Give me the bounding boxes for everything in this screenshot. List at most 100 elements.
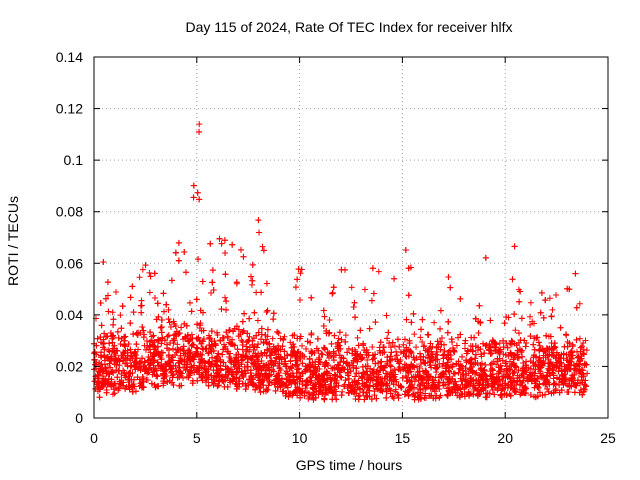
data-point bbox=[372, 360, 379, 367]
data-point bbox=[572, 382, 579, 389]
data-point bbox=[308, 331, 315, 338]
data-point bbox=[441, 341, 448, 348]
data-point bbox=[292, 354, 299, 361]
data-point bbox=[253, 366, 260, 373]
data-point bbox=[148, 337, 155, 344]
data-point bbox=[333, 388, 340, 395]
data-point bbox=[437, 325, 444, 332]
data-point bbox=[178, 357, 185, 364]
data-point bbox=[310, 386, 317, 393]
data-point bbox=[538, 289, 545, 296]
data-point bbox=[445, 354, 452, 361]
data-point bbox=[391, 275, 398, 282]
data-point bbox=[579, 343, 586, 350]
data-point bbox=[136, 274, 143, 281]
data-point bbox=[458, 378, 465, 385]
data-point bbox=[512, 363, 519, 370]
data-point bbox=[187, 349, 194, 356]
data-point bbox=[150, 356, 157, 363]
data-point bbox=[107, 364, 114, 371]
data-point bbox=[236, 383, 243, 390]
data-point bbox=[97, 299, 104, 306]
data-point bbox=[199, 352, 206, 359]
data-point bbox=[546, 295, 553, 302]
data-point bbox=[274, 328, 281, 335]
data-point bbox=[269, 335, 276, 342]
data-point bbox=[258, 336, 265, 343]
data-point bbox=[374, 378, 381, 385]
data-point bbox=[191, 369, 198, 376]
data-point bbox=[384, 370, 391, 377]
data-point bbox=[174, 341, 181, 348]
data-point bbox=[224, 365, 231, 372]
data-point bbox=[491, 391, 498, 398]
data-point bbox=[101, 330, 108, 337]
data-point bbox=[240, 253, 247, 260]
data-point bbox=[364, 376, 371, 383]
data-point bbox=[315, 361, 322, 368]
data-point bbox=[298, 388, 305, 395]
data-point bbox=[324, 352, 331, 359]
data-point bbox=[168, 357, 175, 364]
data-point bbox=[350, 304, 357, 311]
data-point bbox=[451, 386, 458, 393]
data-point bbox=[187, 299, 193, 306]
data-point bbox=[180, 375, 187, 382]
data-point bbox=[202, 379, 209, 386]
data-point bbox=[257, 389, 264, 396]
data-point bbox=[544, 352, 551, 359]
data-point bbox=[552, 344, 559, 351]
data-point bbox=[158, 329, 165, 336]
data-point bbox=[218, 306, 225, 313]
data-point bbox=[211, 338, 218, 345]
data-point bbox=[338, 336, 345, 343]
data-point bbox=[143, 376, 150, 383]
data-point bbox=[261, 371, 268, 378]
data-point bbox=[433, 365, 440, 372]
data-point bbox=[459, 353, 466, 360]
data-point bbox=[97, 334, 104, 341]
data-point bbox=[231, 356, 238, 363]
data-point bbox=[536, 389, 543, 396]
data-point bbox=[102, 333, 109, 340]
data-point bbox=[565, 351, 572, 358]
data-point bbox=[263, 352, 270, 359]
data-point bbox=[166, 319, 173, 326]
data-point bbox=[403, 316, 410, 323]
data-point bbox=[222, 371, 229, 378]
data-point bbox=[380, 344, 387, 351]
data-point bbox=[392, 388, 399, 395]
data-point bbox=[314, 376, 321, 383]
data-point bbox=[185, 338, 192, 345]
data-point bbox=[527, 374, 534, 381]
data-point bbox=[323, 368, 330, 375]
data-point bbox=[527, 299, 534, 306]
data-point bbox=[207, 240, 214, 247]
data-point bbox=[538, 373, 545, 380]
data-point bbox=[483, 373, 490, 380]
data-point bbox=[146, 269, 153, 276]
data-point bbox=[102, 295, 109, 302]
data-point bbox=[454, 387, 461, 394]
data-point bbox=[333, 396, 340, 403]
data-point bbox=[219, 351, 226, 358]
data-point bbox=[390, 395, 397, 402]
data-point bbox=[200, 309, 207, 316]
data-point bbox=[405, 265, 412, 272]
data-point bbox=[332, 352, 339, 359]
data-point bbox=[369, 344, 376, 351]
data-point bbox=[419, 338, 426, 345]
data-point bbox=[165, 332, 172, 339]
data-point bbox=[543, 373, 550, 380]
data-point bbox=[472, 355, 479, 362]
data-point bbox=[425, 345, 432, 352]
data-point bbox=[170, 337, 177, 344]
data-point bbox=[518, 315, 525, 322]
data-point bbox=[515, 354, 522, 361]
data-point bbox=[327, 378, 334, 385]
data-point bbox=[346, 362, 353, 369]
data-point bbox=[105, 308, 112, 315]
data-point bbox=[128, 362, 135, 369]
data-point bbox=[411, 356, 418, 363]
data-point bbox=[556, 375, 563, 382]
